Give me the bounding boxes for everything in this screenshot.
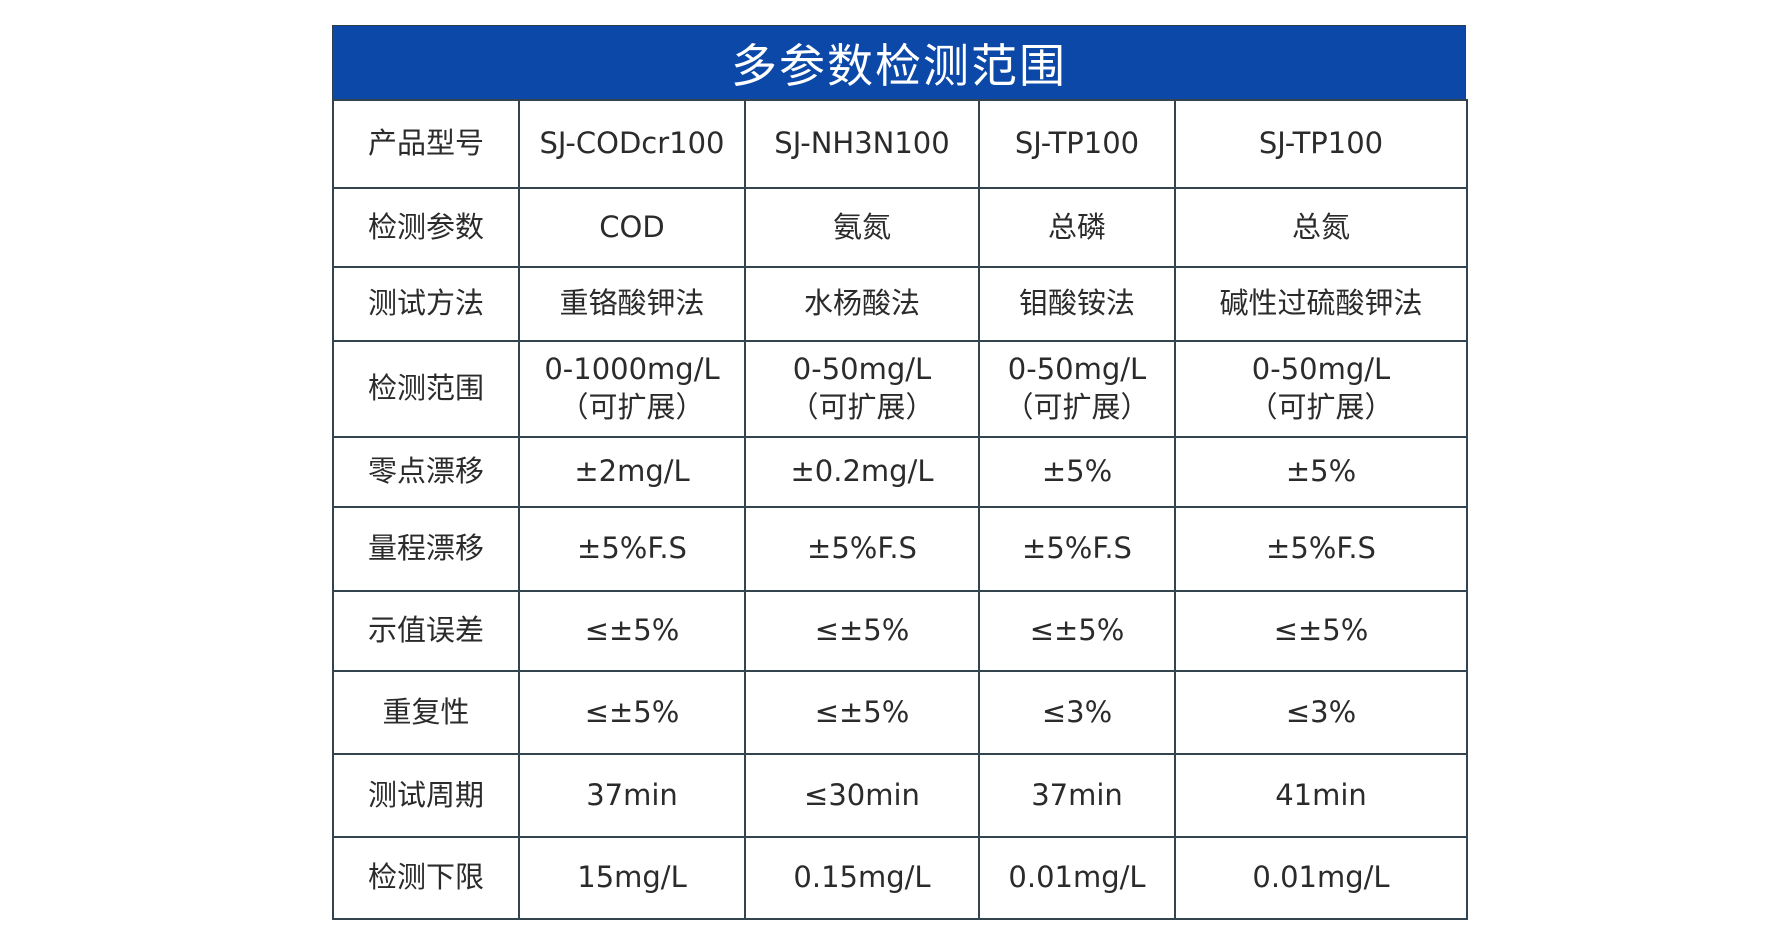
table-cell: ≤±5% xyxy=(518,590,746,672)
cell-note: （可扩展） xyxy=(1004,390,1150,424)
table-row: 测试周期 37min ≤30min 37min 41min xyxy=(332,753,1468,838)
table-cell: 37min xyxy=(518,753,746,838)
table-title: 多参数检测范围 xyxy=(332,25,1466,99)
spec-table-container: 多参数检测范围 产品型号 SJ-CODcr100 SJ-NH3N100 SJ-TP10… xyxy=(332,25,1468,920)
table-row: 示值误差 ≤±5% ≤±5% ≤±5% ≤±5% xyxy=(332,590,1468,672)
row-label: 测试方法 xyxy=(332,266,520,342)
row-label: 示值误差 xyxy=(332,590,520,672)
table-cell: 37min xyxy=(978,753,1176,838)
table-cell: ±5%F.S xyxy=(518,506,746,592)
table-row: 检测下限 15mg/L 0.15mg/L 0.01mg/L 0.01mg/L xyxy=(332,836,1468,920)
table-cell: SJ-TP100 xyxy=(978,99,1176,189)
row-label: 检测下限 xyxy=(332,836,520,920)
table-cell: 0.01mg/L xyxy=(1174,836,1468,920)
table-cell: 碱性过硫酸钾法 xyxy=(1174,266,1468,342)
table-cell: ≤30min xyxy=(744,753,980,838)
table-cell: ±5%F.S xyxy=(744,506,980,592)
table-cell: 0-50mg/L （可扩展） xyxy=(978,340,1176,438)
table-cell: SJ-CODcr100 xyxy=(518,99,746,189)
table-row: 检测范围 0-1000mg/L （可扩展） 0-50mg/L （可扩展） 0-50mg/L… xyxy=(332,340,1468,438)
cell-value: 0-1000mg/L xyxy=(544,352,720,387)
table-cell: SJ-TP100 xyxy=(1174,99,1468,189)
table-cell: ±5%F.S xyxy=(978,506,1176,592)
table-cell: 41min xyxy=(1174,753,1468,838)
table-row: 重复性 ≤±5% ≤±5% ≤3% ≤3% xyxy=(332,670,1468,755)
table-row: 产品型号 SJ-CODcr100 SJ-NH3N100 SJ-TP100 SJ-TP10… xyxy=(332,99,1468,189)
table-cell: 水杨酸法 xyxy=(744,266,980,342)
table-cell: 15mg/L xyxy=(518,836,746,920)
table-cell: 0-50mg/L （可扩展） xyxy=(744,340,980,438)
table-cell: ±5% xyxy=(978,436,1176,508)
row-label: 检测参数 xyxy=(332,187,520,268)
table-row: 零点漂移 ±2mg/L ±0.2mg/L ±5% ±5% xyxy=(332,436,1468,508)
cell-note: （可扩展） xyxy=(1248,390,1394,424)
table-cell: 总氮 xyxy=(1174,187,1468,268)
row-label: 重复性 xyxy=(332,670,520,755)
table-cell: 钼酸铵法 xyxy=(978,266,1176,342)
cell-note: （可扩展） xyxy=(789,390,935,424)
table-cell: 0.15mg/L xyxy=(744,836,980,920)
table-cell: 0.01mg/L xyxy=(978,836,1176,920)
table-cell: SJ-NH3N100 xyxy=(744,99,980,189)
table-cell: ≤±5% xyxy=(978,590,1176,672)
table-cell: ≤±5% xyxy=(744,590,980,672)
table-row: 量程漂移 ±5%F.S ±5%F.S ±5%F.S ±5%F.S xyxy=(332,506,1468,592)
table-cell: ±5%F.S xyxy=(1174,506,1468,592)
cell-value: 0-50mg/L xyxy=(1251,352,1391,387)
table-cell: 氨氮 xyxy=(744,187,980,268)
table-cell: ≤±5% xyxy=(744,670,980,755)
table-cell: ≤±5% xyxy=(1174,590,1468,672)
table-cell: ≤±5% xyxy=(518,670,746,755)
table-cell: 0-50mg/L （可扩展） xyxy=(1174,340,1468,438)
cell-value: 0-50mg/L xyxy=(792,352,932,387)
spec-table: 产品型号 SJ-CODcr100 SJ-NH3N100 SJ-TP100 SJ-TP10… xyxy=(332,99,1468,920)
table-cell: ≤3% xyxy=(1174,670,1468,755)
table-cell: ≤3% xyxy=(978,670,1176,755)
table-cell: COD xyxy=(518,187,746,268)
row-label: 量程漂移 xyxy=(332,506,520,592)
cell-value: 0-50mg/L xyxy=(1007,352,1147,387)
row-label: 产品型号 xyxy=(332,99,520,189)
table-cell: 重铬酸钾法 xyxy=(518,266,746,342)
row-label: 零点漂移 xyxy=(332,436,520,508)
table-cell: ±0.2mg/L xyxy=(744,436,980,508)
table-cell: 总磷 xyxy=(978,187,1176,268)
cell-note: （可扩展） xyxy=(559,390,705,424)
table-cell: 0-1000mg/L （可扩展） xyxy=(518,340,746,438)
table-row: 检测参数 COD 氨氮 总磷 总氮 xyxy=(332,187,1468,268)
table-cell: ±5% xyxy=(1174,436,1468,508)
row-label: 检测范围 xyxy=(332,340,520,438)
table-row: 测试方法 重铬酸钾法 水杨酸法 钼酸铵法 碱性过硫酸钾法 xyxy=(332,266,1468,342)
row-label: 测试周期 xyxy=(332,753,520,838)
table-cell: ±2mg/L xyxy=(518,436,746,508)
